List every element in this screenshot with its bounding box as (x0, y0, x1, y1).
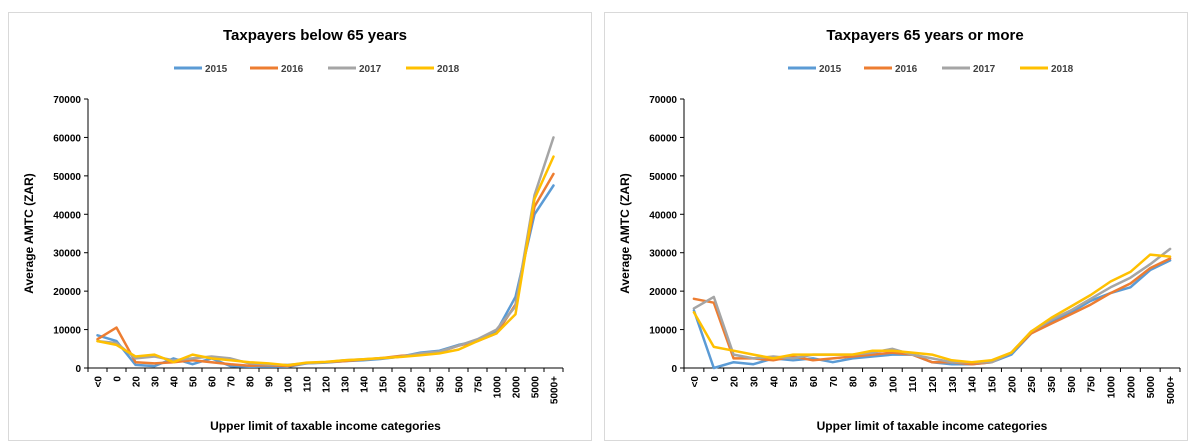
x-tick-label: 250 (1027, 376, 1038, 393)
y-tick-label: 30000 (53, 249, 81, 260)
x-tick-label: 5000+ (1166, 376, 1177, 404)
y-tick-label: 10000 (53, 326, 81, 337)
x-tick-label: 250 (417, 376, 428, 393)
y-tick-label: 70000 (649, 95, 677, 106)
legend-item-2016: 2016 (864, 64, 918, 75)
chart-panel-below-65: Taxpayers below 65 years 2015 2016 2017 2018… (8, 12, 592, 441)
series-line-2017 (96, 136, 555, 367)
x-tick-label: 2000 (512, 376, 523, 399)
series-line-2018 (96, 155, 555, 367)
legend-item-2016: 2016 (250, 64, 304, 75)
legend-label: 2016 (895, 64, 918, 75)
x-tick-label: 100 (888, 376, 899, 393)
x-tick-label: <0 (690, 376, 701, 388)
x-tick-label: 130 (948, 376, 959, 393)
x-tick-label: 70 (829, 376, 840, 388)
line-chart-65-or-more: Taxpayers 65 years or more 2015 2016 2017 20… (618, 27, 1181, 433)
x-tick-label: 5000 (1146, 376, 1157, 399)
x-tick-label: 30 (749, 376, 760, 388)
legend-label: 2016 (281, 64, 304, 75)
x-tick-label: 200 (398, 376, 409, 393)
x-tick-label: 20 (730, 376, 741, 388)
y-tick-label: 20000 (649, 287, 677, 298)
x-tick-label: 60 (208, 376, 219, 388)
legend-label: 2018 (1051, 64, 1074, 75)
y-tick-label: 0 (75, 364, 81, 375)
legend-item-2015: 2015 (788, 64, 842, 75)
x-tick-label: 40 (769, 376, 780, 388)
x-tick-label: 350 (436, 376, 447, 393)
x-tick-label: 1000 (1107, 376, 1118, 399)
legend-item-2017: 2017 (942, 64, 996, 75)
x-tick-label: 50 (189, 376, 200, 388)
legend-label: 2017 (973, 64, 996, 75)
x-tick-label: 750 (1087, 376, 1098, 393)
x-tick-label: 20 (132, 376, 143, 388)
x-tick-label: 50 (789, 376, 800, 388)
x-tick-label: 130 (341, 376, 352, 393)
x-tick-label: 80 (246, 376, 257, 388)
legend-item-2015: 2015 (174, 64, 228, 75)
chart-title: Taxpayers 65 years or more (826, 27, 1023, 44)
x-axis-title: Upper limit of taxable income categories (817, 419, 1048, 433)
x-tick-label: 100 (284, 376, 295, 393)
series-line-2015 (96, 184, 555, 369)
x-tick-label: 120 (928, 376, 939, 393)
y-tick-label: 40000 (649, 210, 677, 221)
legend-label: 2018 (437, 64, 460, 75)
y-tick-label: 40000 (53, 210, 81, 221)
x-tick-label: 500 (1067, 376, 1078, 393)
y-tick-label: 50000 (649, 172, 677, 183)
line-chart-below-65: Taxpayers below 65 years 2015 2016 2017 2018… (22, 27, 564, 433)
x-tick-label: 110 (303, 376, 314, 393)
y-axis-title: Average AMTC (ZAR) (22, 173, 36, 293)
legend-item-2018: 2018 (406, 64, 460, 75)
x-tick-label: 150 (379, 376, 390, 393)
series-line-2017 (692, 247, 1172, 364)
x-tick-label: 90 (265, 376, 276, 388)
chart-panel-65-or-more: Taxpayers 65 years or more 2015 2016 2017 20… (604, 12, 1188, 441)
x-tick-label: 110 (908, 376, 919, 393)
series-line-2015 (692, 259, 1172, 370)
x-tick-label: 5000 (531, 376, 542, 399)
y-tick-label: 60000 (53, 133, 81, 144)
x-tick-label: 70 (227, 376, 238, 388)
x-tick-label: 150 (988, 376, 999, 393)
x-tick-label: 0 (710, 376, 721, 382)
x-tick-label: 750 (474, 376, 485, 393)
y-axis-title: Average AMTC (ZAR) (618, 173, 632, 293)
x-tick-label: 80 (849, 376, 860, 388)
x-tick-label: 40 (170, 376, 181, 388)
x-tick-label: 0 (113, 376, 124, 382)
y-tick-label: 0 (671, 364, 677, 375)
series-line-2018 (692, 253, 1172, 364)
x-tick-label: 140 (360, 376, 371, 393)
x-tick-label: 500 (455, 376, 466, 393)
series-line-2016 (692, 257, 1172, 366)
x-tick-label: 60 (809, 376, 820, 388)
legend-item-2017: 2017 (328, 64, 382, 75)
y-tick-label: 50000 (53, 172, 81, 183)
y-tick-label: 10000 (649, 326, 677, 337)
x-axis-title: Upper limit of taxable income categories (210, 419, 441, 433)
x-tick-label: 350 (1047, 376, 1058, 393)
x-tick-label: 1000 (493, 376, 504, 399)
y-tick-label: 70000 (53, 95, 81, 106)
legend-item-2018: 2018 (1020, 64, 1074, 75)
y-tick-label: 20000 (53, 287, 81, 298)
x-tick-label: 2000 (1126, 376, 1137, 399)
x-tick-label: 5000+ (550, 376, 561, 404)
y-tick-label: 60000 (649, 133, 677, 144)
x-tick-label: 140 (968, 376, 979, 393)
y-tick-label: 30000 (649, 249, 677, 260)
legend-label: 2015 (819, 64, 842, 75)
x-tick-label: 30 (151, 376, 162, 388)
x-tick-label: 120 (322, 376, 333, 393)
x-tick-label: 200 (1007, 376, 1018, 393)
chart-title: Taxpayers below 65 years (223, 27, 407, 44)
x-tick-label: <0 (94, 376, 105, 388)
x-tick-label: 90 (868, 376, 879, 388)
legend-label: 2015 (205, 64, 228, 75)
legend-label: 2017 (359, 64, 382, 75)
